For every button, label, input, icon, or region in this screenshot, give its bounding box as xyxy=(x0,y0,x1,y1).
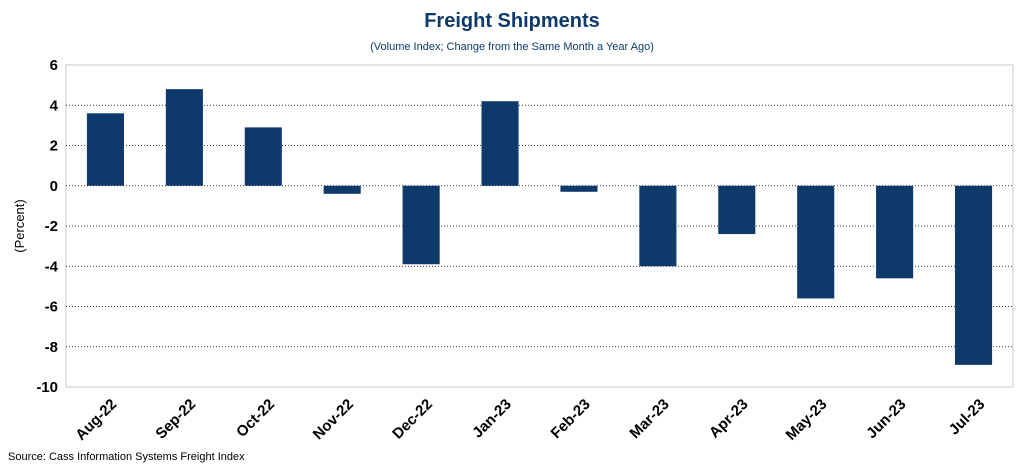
bar-jul-23 xyxy=(954,185,993,365)
y-tick-label: 2 xyxy=(50,138,58,155)
x-tick-label: Aug-22 xyxy=(72,396,120,444)
bar-jan-23 xyxy=(481,101,519,186)
source-note: Source: Cass Information Systems Freight… xyxy=(8,451,245,463)
y-axis-label: (Percent) xyxy=(12,199,27,252)
bar-apr-23 xyxy=(718,185,756,235)
bar-jun-23 xyxy=(876,185,914,279)
bar-aug-22 xyxy=(86,113,125,186)
x-tick-label: Dec-22 xyxy=(389,396,436,443)
bar-sep-22 xyxy=(165,89,203,186)
bar-dec-22 xyxy=(402,185,440,265)
x-tick-label: Nov-22 xyxy=(310,396,357,443)
x-tick-label: Sep-22 xyxy=(152,396,199,443)
y-tick-label: -10 xyxy=(36,379,58,396)
chart-title: Freight Shipments xyxy=(424,10,600,32)
y-tick-label: -2 xyxy=(45,218,58,235)
x-tick-label: Apr-23 xyxy=(706,396,752,442)
bar-feb-23 xyxy=(560,185,598,192)
bars xyxy=(86,89,993,365)
x-tick-label: Jan-23 xyxy=(469,396,515,442)
x-axis-ticks: Aug-22 Sep-22 Oct-22 Nov-22 Dec-22 Jan-23 Feb-… xyxy=(72,396,988,444)
y-tick-label: -4 xyxy=(45,258,59,275)
chart-subtitle: (Volume Index; Change from the Same Mont… xyxy=(370,41,654,53)
bar-mar-23 xyxy=(639,185,677,267)
y-tick-label: -8 xyxy=(45,339,58,356)
x-tick-label: Oct-22 xyxy=(233,396,278,441)
bar-nov-22 xyxy=(323,185,361,194)
gridlines xyxy=(66,104,1013,348)
x-tick-label: May-23 xyxy=(783,396,831,444)
bar-may-23 xyxy=(797,185,835,299)
y-tick-label: 4 xyxy=(50,97,59,114)
bar-oct-22 xyxy=(244,127,282,186)
y-tick-label: 6 xyxy=(50,57,58,74)
x-tick-label: Jul-23 xyxy=(946,396,989,439)
y-tick-label: 0 xyxy=(50,178,58,195)
x-tick-label: Feb-23 xyxy=(548,396,594,442)
y-axis-ticks: 6 4 2 0 -2 -4 -6 -8 -10 xyxy=(36,57,58,396)
x-tick-label: Mar-23 xyxy=(626,396,672,442)
y-tick-label: -6 xyxy=(45,299,58,316)
x-tick-label: Jun-23 xyxy=(863,396,909,442)
